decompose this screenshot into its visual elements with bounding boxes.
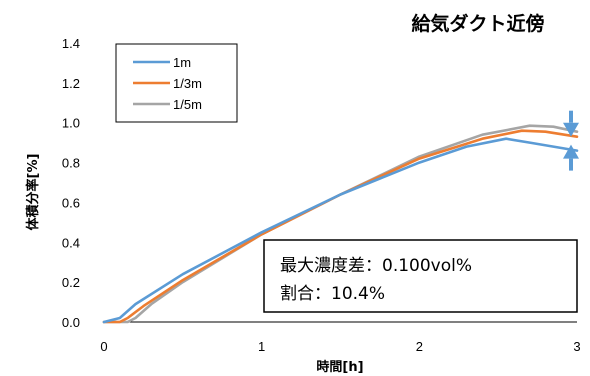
legend-label: 1m [173,55,191,70]
y-axis-ticks: 0.0 0.2 0.4 0.6 0.8 1.0 1.2 1.4 [62,36,80,330]
chart-title: 給気ダクト近傍 [411,12,544,35]
x-tick-label: 2 [416,339,423,354]
annotation-box: 最大濃度差：0.100vol% 割合：10.4% [263,239,578,313]
y-tick-label: 0.2 [62,275,80,290]
legend-label: 1/5m [173,97,202,112]
x-axis-label: 時間[h] [316,359,363,375]
series-layer [102,124,579,324]
y-tick-label: 0.8 [62,156,80,171]
y-tick-label: 0.6 [62,195,80,210]
y-axis-label: 体積分率[%] [25,154,41,231]
x-axis-ticks: 0 1 2 3 [100,339,580,354]
x-tick-label: 1 [258,339,265,354]
y-tick-label: 0.0 [62,315,80,330]
arrow-down-icon [563,122,579,137]
annotation-frame [263,239,578,313]
series-line-1m [102,137,579,324]
y-tick-label: 0.4 [62,235,80,250]
y-tick-label: 1.0 [62,116,80,131]
legend: 1m 1/3m 1/5m [115,43,238,123]
legend-items: 1m 1/3m 1/5m [133,55,202,112]
y-tick-label: 1.2 [62,76,80,91]
arrow-up-icon [563,144,579,159]
x-tick-label: 3 [573,339,580,354]
annotation-max-diff: 最大濃度差：0.100vol% [280,256,472,276]
annotation-ratio: 割合：10.4% [280,284,385,304]
y-tick-label: 1.4 [62,36,80,51]
x-tick-label: 0 [100,339,107,354]
legend-label: 1/3m [173,76,202,91]
marker-layer [563,110,579,171]
